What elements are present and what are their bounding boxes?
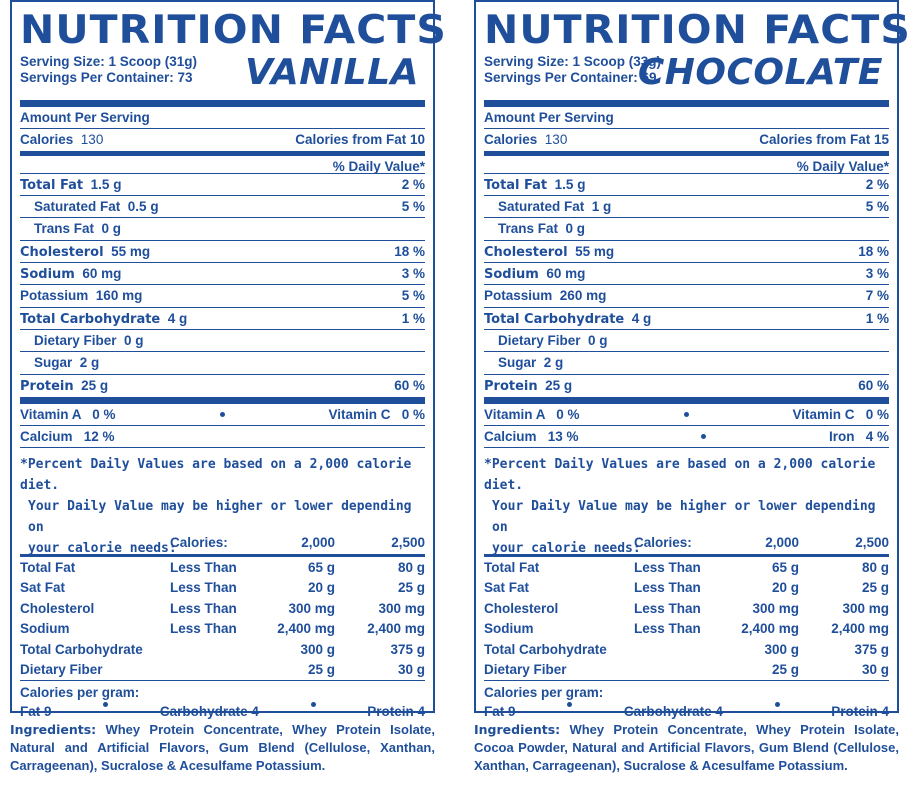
calories-row: Calories 130 Calories from Fat 15 xyxy=(484,129,889,152)
daily-value-percent: 7 % xyxy=(865,288,889,304)
vitamin-row: Vitamin A 0 % Vitamin C 0 % xyxy=(20,404,425,427)
bullet-icon xyxy=(701,434,707,440)
dv-table-row: Cholesterol Less Than 300 mg 300 mg xyxy=(484,600,889,616)
calories-row: Calories 130 Calories from Fat 10 xyxy=(20,129,425,152)
nutrition-panel-vanilla: NUTRITION FACTS Serving Size: 1 Scoop (3… xyxy=(10,0,446,775)
daily-value-header: % Daily Value* xyxy=(20,151,425,174)
flavor-name: CHOCOLATE xyxy=(637,52,883,93)
calories-per-gram: Calories per gram: Fat 9 Carbohydrate 4 … xyxy=(484,680,889,721)
nutrient-row: Potassium 160 mg 5 % xyxy=(20,285,425,308)
calories-from-fat: Calories from Fat 10 xyxy=(295,132,425,148)
footnote: *Percent Daily Values are based on a 2,0… xyxy=(484,457,876,557)
mineral-row: Calcium 12 % xyxy=(20,426,425,449)
nutrition-label-box: NUTRITION FACTS Serving Size: 1 Scoop (3… xyxy=(10,0,446,719)
dv-table-row: Cholesterol Less Than 300 mg 300 mg xyxy=(20,600,425,616)
daily-value-percent: 60 % xyxy=(394,377,425,393)
footnote: *Percent Daily Values are based on a 2,0… xyxy=(20,457,412,557)
serving-header: Serving Size: 1 Scoop (33g) Servings Per… xyxy=(484,52,889,100)
daily-value-percent: 1 % xyxy=(865,310,889,326)
daily-value-percent: 3 % xyxy=(401,266,425,282)
nutrient-row: Sugar 2 g xyxy=(484,352,889,375)
calories-per-gram: Calories per gram: Fat 9 Carbohydrate 4 … xyxy=(20,680,425,721)
dv-table-row: Total Carbohydrate 300 g 375 g xyxy=(484,641,889,657)
daily-value-percent: 5 % xyxy=(865,199,889,215)
panel-title: NUTRITION FACTS xyxy=(484,8,911,53)
daily-value-percent: 5 % xyxy=(401,288,425,304)
dv-table-row: Total Fat Less Than 65 g 80 g xyxy=(20,559,425,575)
nutrient-row: Trans Fat 0 g xyxy=(20,218,425,241)
bullet-icon xyxy=(774,702,780,708)
bullet-icon xyxy=(683,412,689,417)
amount-per-serving: Amount Per Serving xyxy=(20,107,425,130)
vitamin-row: Vitamin A 0 % Vitamin C 0 % xyxy=(484,404,889,427)
nutrient-row: Sodium 60 mg 3 % xyxy=(20,263,425,286)
ingredients: Ingredients: Whey Protein Concentrate, W… xyxy=(10,722,435,773)
nutrient-row: Trans Fat 0 g xyxy=(484,218,889,241)
nutrient-row: Sodium 60 mg 3 % xyxy=(484,263,889,286)
servings-per-container: Servings Per Container: 73 xyxy=(20,70,193,85)
dv-table-row: Sat Fat Less Than 20 g 25 g xyxy=(20,580,425,596)
nutrient-row: Potassium 260 mg 7 % xyxy=(484,285,889,308)
bullet-icon xyxy=(103,702,109,708)
bullet-icon xyxy=(567,702,573,708)
serving-size: Serving Size: 1 Scoop (31g) xyxy=(20,54,198,69)
daily-value-percent: 5 % xyxy=(401,199,425,215)
daily-value-table: Calories: 2,000 2,500 Total Fat Less Than 65 … xyxy=(484,532,889,680)
serving-size: Serving Size: 1 Scoop (33g) xyxy=(484,54,662,69)
nutrition-label-box: NUTRITION FACTS Serving Size: 1 Scoop (3… xyxy=(474,0,910,719)
dv-table-header: Calories: 2,000 2,500 xyxy=(484,532,889,558)
dv-table-header: Calories: 2,000 2,500 xyxy=(20,532,425,558)
bullet-icon xyxy=(219,412,225,417)
daily-value-percent: 2 % xyxy=(865,176,889,192)
dv-table-row: Total Fat Less Than 65 g 80 g xyxy=(484,559,889,575)
dv-table-row: Total Carbohydrate 300 g 375 g xyxy=(20,641,425,657)
servings-per-container: Servings Per Container: 69 xyxy=(484,70,657,85)
daily-value-percent: 1 % xyxy=(401,310,425,326)
daily-value-table: Calories: 2,000 2,500 Total Fat Less Than 65 … xyxy=(20,532,425,680)
dv-table-row: Dietary Fiber 25 g 30 g xyxy=(484,662,889,678)
daily-value-percent: 18 % xyxy=(858,243,889,259)
daily-value-percent: 2 % xyxy=(401,176,425,192)
daily-value-percent: 18 % xyxy=(394,243,425,259)
daily-value-percent: 60 % xyxy=(858,377,889,393)
amount-per-serving: Amount Per Serving xyxy=(484,107,889,130)
ingredients: Ingredients: Whey Protein Concentrate, W… xyxy=(474,722,899,773)
mineral-row: Calcium 13 % Iron 4 % xyxy=(484,426,889,449)
daily-value-percent: 3 % xyxy=(865,266,889,282)
serving-header: Serving Size: 1 Scoop (31g) Servings Per… xyxy=(20,52,425,100)
nutrient-row: Dietary Fiber 0 g xyxy=(484,330,889,353)
nutrition-panel-chocolate: NUTRITION FACTS Serving Size: 1 Scoop (3… xyxy=(474,0,910,775)
calories-from-fat: Calories from Fat 15 xyxy=(759,132,889,148)
nutrient-row: Dietary Fiber 0 g xyxy=(20,330,425,353)
nutrient-row: Cholesterol 55 mg 18 % xyxy=(484,241,889,264)
flavor-name: VANILLA xyxy=(244,52,419,93)
dv-table-row: Sat Fat Less Than 20 g 25 g xyxy=(484,580,889,596)
bullet-icon xyxy=(310,702,316,708)
daily-value-header: % Daily Value* xyxy=(484,151,889,174)
dv-table-row: Sodium Less Than 2,400 mg 2,400 mg xyxy=(484,621,889,637)
nutrient-row: Sugar 2 g xyxy=(20,352,425,375)
nutrient-row: Protein 25 g 60 % xyxy=(20,375,425,397)
panel-title: NUTRITION FACTS xyxy=(20,8,447,53)
nutrient-row: Cholesterol 55 mg 18 % xyxy=(20,241,425,264)
dv-table-row: Dietary Fiber 25 g 30 g xyxy=(20,662,425,678)
dv-table-row: Sodium Less Than 2,400 mg 2,400 mg xyxy=(20,621,425,637)
nutrient-row: Protein 25 g 60 % xyxy=(484,375,889,397)
